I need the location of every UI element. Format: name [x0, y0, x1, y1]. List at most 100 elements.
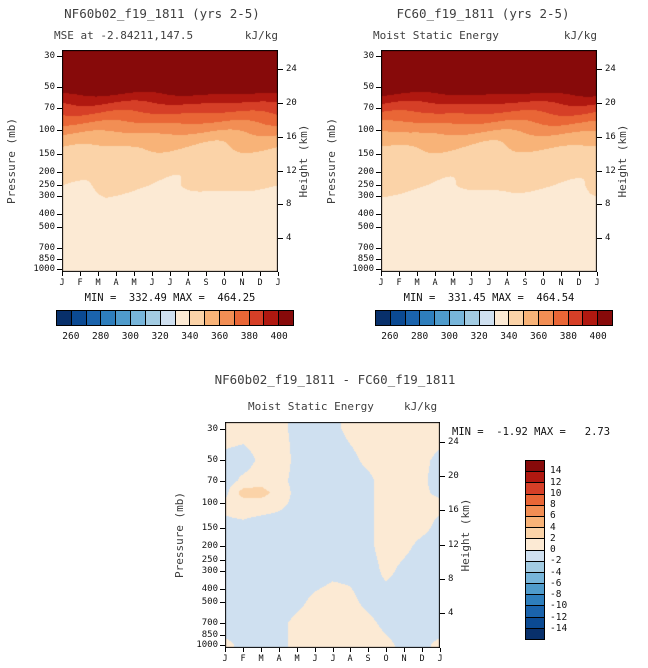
month-tick	[188, 272, 189, 276]
month-tick	[170, 272, 171, 276]
month-tick	[243, 648, 244, 652]
height-tick	[278, 171, 283, 172]
colorbar-segment	[464, 311, 480, 325]
colorbar-tick-label: 340	[181, 331, 199, 342]
pressure-tick	[57, 172, 62, 173]
pressure-tick-label: 300	[201, 566, 218, 576]
colorbar-segment	[249, 311, 265, 325]
month-label: J	[594, 278, 600, 288]
pressure-tick-label: 700	[357, 243, 374, 253]
pressure-tick-label: 250	[357, 180, 374, 190]
month-tick	[422, 648, 423, 652]
month-label: N	[558, 278, 564, 288]
colorbar-tick-label: 320	[470, 331, 488, 342]
pressure-tick-label: 850	[201, 630, 218, 640]
month-label: O	[540, 278, 546, 288]
diff-colorbar-tick-label: -2	[550, 555, 562, 567]
height-tick-label: 8	[605, 199, 611, 209]
height-tick	[597, 137, 602, 138]
month-tick	[440, 648, 441, 652]
pressure-tick-label: 30	[44, 51, 55, 61]
pressure-tick	[57, 130, 62, 131]
month-label: D	[257, 278, 263, 288]
month-label: A	[185, 278, 191, 288]
height-tick	[597, 238, 602, 239]
pressure-tick	[220, 602, 225, 603]
month-tick	[279, 648, 280, 652]
pressure-tick	[376, 269, 381, 270]
height-tick	[278, 238, 283, 239]
colorbar-tick-label: 300	[121, 331, 139, 342]
pressure-tick-label: 850	[38, 254, 55, 264]
pressure-tick	[220, 623, 225, 624]
pressure-tick-label: 250	[201, 555, 218, 565]
pressure-tick-label: 50	[44, 82, 55, 92]
pressure-tick	[57, 227, 62, 228]
pressure-tick	[220, 571, 225, 572]
height-tick-label: 16	[286, 132, 297, 142]
month-tick	[471, 272, 472, 276]
colorbar-tick-label: 320	[151, 331, 169, 342]
pressure-tick	[220, 528, 225, 529]
height-tick-label: 8	[286, 199, 292, 209]
height-tick	[278, 204, 283, 205]
height-tick	[278, 137, 283, 138]
panel-subtitle: MSE at -2.84211,147.5	[54, 29, 194, 42]
colorbar-tick-label: 360	[530, 331, 548, 342]
colorbar-segment	[526, 516, 544, 529]
pressure-tick	[376, 227, 381, 228]
height-tick	[440, 442, 445, 443]
colorbar-segment	[205, 311, 220, 325]
pressure-tick-label: 100	[201, 498, 218, 508]
height-tick-label: 16	[448, 505, 459, 515]
month-label: S	[365, 654, 371, 664]
colorbar-segment	[145, 311, 161, 325]
colorbar-tick-label: 400	[589, 331, 607, 342]
month-label: J	[468, 278, 474, 288]
colorbar-segment	[526, 572, 544, 585]
colorbar-segment	[450, 311, 465, 325]
month-label: F	[77, 278, 83, 288]
month-tick	[260, 272, 261, 276]
pressure-tick	[220, 460, 225, 461]
colorbar-segment	[526, 461, 544, 473]
colorbar-tick-label: 400	[270, 331, 288, 342]
month-label: A	[432, 278, 438, 288]
pressure-tick-label: 500	[357, 222, 374, 232]
colorbar-segment	[175, 311, 191, 325]
month-label: N	[239, 278, 245, 288]
pressure-tick-label: 70	[363, 103, 374, 113]
colorbar-segment	[526, 472, 544, 484]
pressure-tick-label: 400	[201, 584, 218, 594]
colorbar-segment	[219, 311, 235, 325]
colorbar-segment	[376, 311, 391, 325]
month-label: D	[419, 654, 425, 664]
y-axis-label-pressure: Pressure (mb)	[325, 117, 338, 205]
colorbar-segment	[598, 311, 612, 325]
colorbar-segment	[509, 311, 525, 325]
panel-mse-left: NF60b02_f19_1811 (yrs 2-5) MSE at -2.842…	[0, 0, 324, 364]
pressure-tick	[220, 546, 225, 547]
height-tick-label: 24	[605, 64, 616, 74]
pressure-tick-label: 150	[201, 523, 218, 533]
height-tick	[440, 579, 445, 580]
month-tick	[297, 648, 298, 652]
colorbar-segment	[190, 311, 206, 325]
month-label: M	[294, 654, 300, 664]
panel-difference: NF60b02_f19_1811 - FC60_f19_1811 Moist S…	[0, 368, 648, 668]
colorbar-segment	[234, 311, 250, 325]
height-tick-label: 20	[605, 98, 616, 108]
pressure-tick-label: 1000	[33, 264, 55, 274]
colorbar-tick-label: 260	[381, 331, 399, 342]
colorbar-tick-label: 280	[411, 331, 429, 342]
month-tick	[116, 272, 117, 276]
month-label: M	[450, 278, 456, 288]
month-label: A	[347, 654, 353, 664]
diff-colorbar-tick-label: -8	[550, 589, 562, 600]
colorbar-segment	[526, 595, 544, 607]
diff-colorbar-tick-label: 10	[550, 487, 562, 499]
minmax-readout: MIN = -1.92 MAX = 2.73	[452, 426, 611, 438]
colorbar-tick-label: 380	[559, 331, 577, 342]
height-tick	[597, 103, 602, 104]
contour-plot-canvas	[62, 50, 278, 272]
